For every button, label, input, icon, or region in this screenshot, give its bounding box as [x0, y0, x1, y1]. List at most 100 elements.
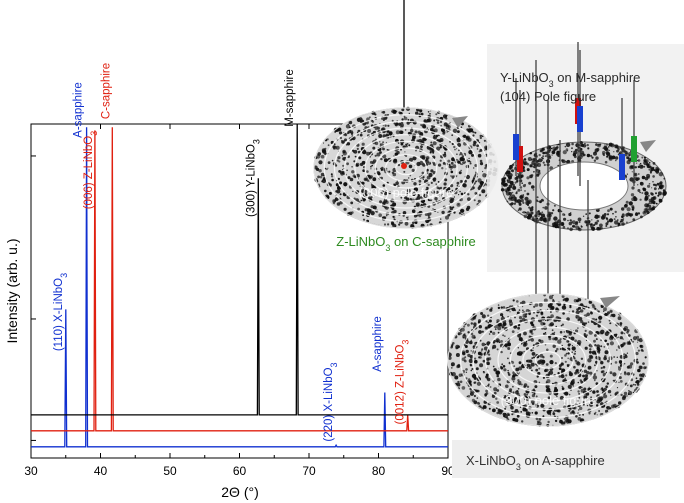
- inset-z-speckle: [392, 202, 397, 207]
- inset-z-speckle: [326, 168, 328, 171]
- inset-y-speckle: [637, 159, 639, 162]
- inset-y-speckle: [519, 186, 523, 189]
- inset-x-speckle: [518, 372, 521, 374]
- inset-x-speckle: [560, 374, 565, 379]
- inset-z-speckle: [438, 194, 442, 197]
- inset-z-speckle: [433, 128, 438, 133]
- inset-x-speckle: [623, 362, 626, 365]
- inset-z-speckle: [392, 215, 395, 218]
- inset-x-speckle: [555, 307, 559, 310]
- inset-z-speckle: [380, 168, 384, 171]
- inset-y-speckle: [638, 173, 640, 175]
- inset-x-speckle: [602, 365, 606, 369]
- inset-z-speckle: [418, 214, 422, 218]
- inset-y-speckle: [531, 158, 536, 163]
- inset-x-speckle: [561, 385, 564, 388]
- inset-z-speckle: [413, 182, 417, 186]
- inset-y-speckle: [600, 215, 606, 220]
- inset-y-speckle: [527, 157, 532, 161]
- inset-z-speckle: [357, 207, 360, 211]
- inset-x-speckle: [596, 399, 601, 404]
- inset-x-speckle: [571, 351, 573, 353]
- inset-x-speckle: [456, 382, 461, 387]
- inset-x-speckle: [538, 381, 541, 384]
- inset-x-speckle: [488, 407, 491, 410]
- inset-x-speckle: [544, 343, 547, 346]
- inset-x-speckle: [476, 372, 478, 374]
- inset-x-speckle: [561, 295, 565, 298]
- inset-x-speckle: [523, 383, 528, 387]
- inset-z-speckle: [381, 111, 384, 114]
- inset-x-speckle: [600, 361, 604, 365]
- inset-x-speckle: [568, 393, 571, 396]
- inset-y-speckle: [566, 149, 569, 152]
- pole-figure-insets: (006) pole figure Z-LiNbO3 on C-sapphire Y…: [313, 0, 684, 478]
- inset-z-speckle: [339, 181, 343, 185]
- inset-x-speckle: [610, 394, 612, 396]
- inset-y-speckle: [517, 209, 520, 211]
- inset-y-speckle: [553, 221, 559, 226]
- inset-y-speckle: [615, 216, 617, 218]
- inset-z-speckle: [400, 196, 403, 199]
- inset-z-speckle: [336, 202, 341, 206]
- inset-z-speckle: [414, 130, 418, 134]
- inset-x-speckle: [463, 325, 466, 328]
- inset-x-speckle: [495, 397, 498, 400]
- inset-z-speckle: [345, 124, 350, 129]
- inset-z-speckle: [413, 187, 419, 192]
- inset-x-speckle: [467, 394, 471, 398]
- inset-x-speckle: [585, 339, 588, 341]
- inset-x-speckle: [502, 334, 504, 337]
- inset-x-speckle: [618, 367, 622, 371]
- inset-x-speckle: [483, 405, 487, 409]
- inset-y-speckle: [541, 211, 544, 214]
- inset-y-speckle: [659, 182, 661, 184]
- inset-y-speckle: [519, 195, 524, 200]
- inset-z-speckle: [459, 179, 463, 184]
- inset-y-speckle: [541, 156, 543, 159]
- inset-x-speckle: [510, 405, 514, 410]
- inset-z-speckle: [452, 206, 455, 209]
- inset-y-speckle: [553, 204, 556, 207]
- inset-z-speckle: [394, 152, 398, 156]
- inset-x-speckle: [530, 321, 534, 325]
- inset-x-speckle: [517, 399, 521, 403]
- inset-y-speckle: [605, 143, 609, 146]
- inset-x-speckle: [563, 331, 565, 333]
- inset-y-speckle: [526, 192, 530, 196]
- inset-z-speckle: [429, 113, 431, 115]
- inset-x-speckle: [601, 387, 604, 390]
- inset-x-speckle: [571, 310, 575, 313]
- inset-z-speckle: [478, 194, 482, 197]
- inset-z-speckle: [456, 181, 460, 185]
- inset-z-speckle: [344, 138, 347, 142]
- inset-y-speckle: [578, 227, 582, 232]
- inset-z-speckle: [447, 159, 451, 163]
- inset-y-speckle: [654, 184, 658, 187]
- inset-x-speckle: [474, 357, 477, 360]
- inset-x-speckle: [563, 298, 566, 300]
- inset-y-speckle: [614, 220, 619, 225]
- inset-x-speckle: [552, 412, 556, 416]
- inset-x-speckle: [627, 393, 630, 396]
- inset-z-speckle: [382, 141, 385, 144]
- inset-y-speckle: [542, 161, 545, 164]
- inset-z-speckle: [410, 223, 415, 228]
- inset-x-speckle: [626, 341, 631, 345]
- inset-z-speckle: [404, 151, 406, 153]
- inset-y-speckle: [657, 194, 660, 197]
- inset-x-speckle: [517, 379, 520, 382]
- inset-z-speckle: [386, 149, 389, 151]
- inset-z-speckle: [462, 183, 467, 188]
- inset-z-speckle: [327, 167, 329, 169]
- inset-z-speckle: [435, 190, 439, 195]
- inset-y-speckle: [571, 151, 573, 153]
- inset-z-speckle: [374, 172, 376, 175]
- inset-x-speckle: [517, 326, 520, 330]
- inset-x-speckle: [517, 347, 519, 349]
- inset-z-speckle: [422, 176, 425, 179]
- inset-x-speckle: [476, 381, 481, 386]
- inset-x-speckle: [547, 373, 550, 377]
- inset-x-speckle: [522, 314, 526, 318]
- inset-z-speckle: [403, 116, 408, 121]
